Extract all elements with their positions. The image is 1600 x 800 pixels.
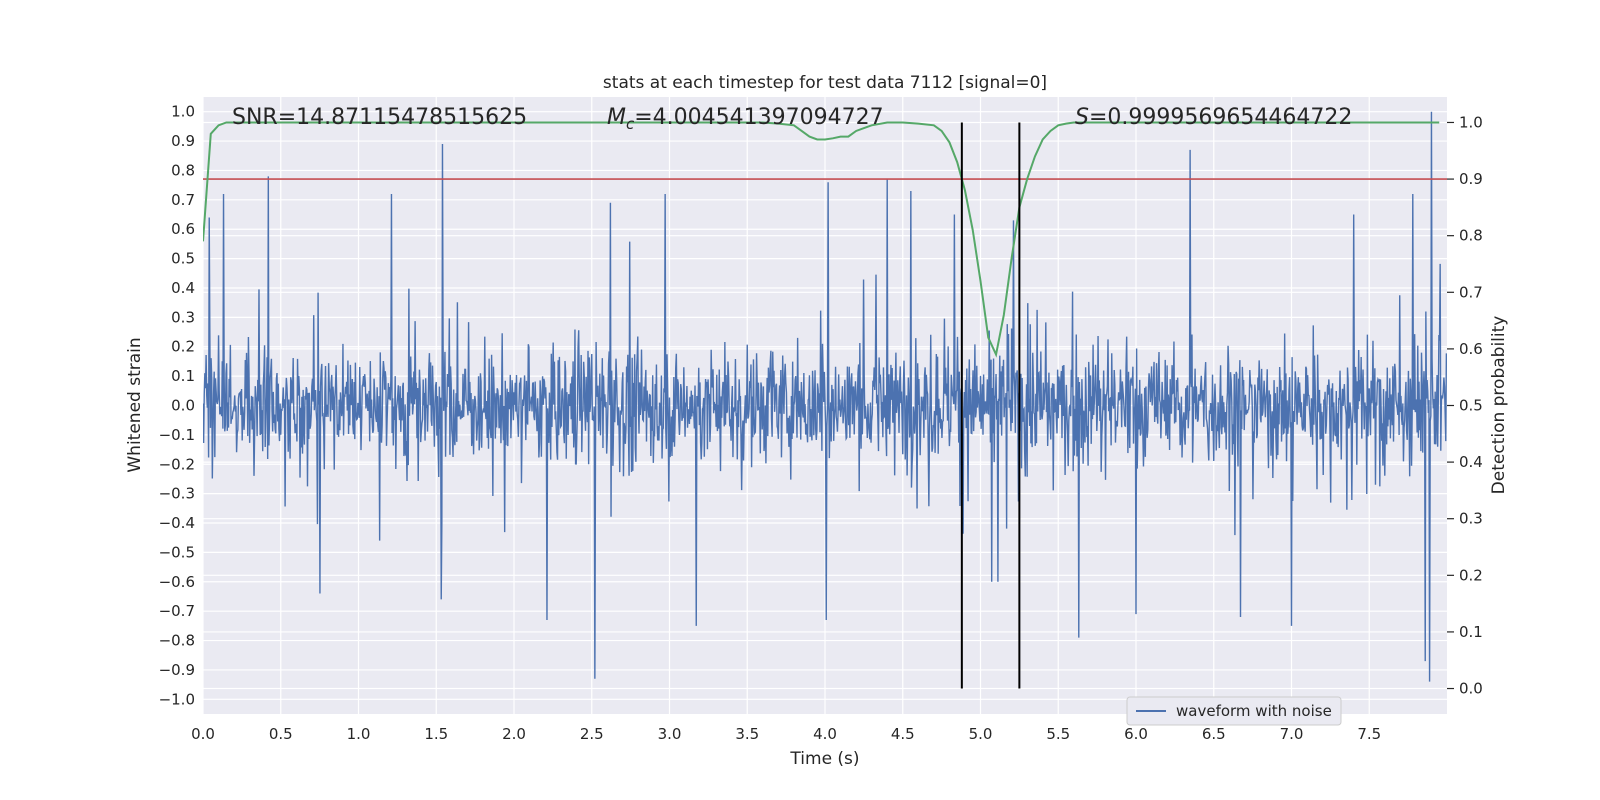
y-tick-label: 0.7 <box>171 191 195 209</box>
legend-box <box>1126 696 1342 726</box>
y-tick-label: 0.4 <box>171 279 195 297</box>
y-tick-label: 0.8 <box>171 161 195 179</box>
score-value: =0.9999569654464722 <box>1089 105 1352 130</box>
y-tick-label: 0.5 <box>171 250 195 268</box>
x-tick-label: 4.5 <box>891 725 915 743</box>
x-tick-label: 2.5 <box>580 725 604 743</box>
y-tick-label: 0.1 <box>171 367 195 385</box>
y2-tick-label: 0.2 <box>1459 566 1483 584</box>
y2-tick-label: 0.8 <box>1459 227 1483 245</box>
y2-tick-label: 0.1 <box>1459 623 1483 641</box>
chirp-mass-subscript: c <box>626 115 635 133</box>
waveform-series <box>203 111 1447 682</box>
y-tick-label: 1.0 <box>171 103 195 121</box>
legend: waveform with noise <box>1126 696 1342 726</box>
y2-tick-label: 0.6 <box>1459 340 1483 358</box>
y-tick-label: −0.7 <box>159 602 195 620</box>
y-tick-label: −0.1 <box>159 426 195 444</box>
chart-title: stats at each timestep for test data 711… <box>603 73 1047 93</box>
y2-tick-label: 0.4 <box>1459 453 1483 471</box>
y2-axis-label: Detection probability <box>1489 316 1509 495</box>
x-tick-label: 3.5 <box>735 725 759 743</box>
y-tick-label: −0.3 <box>159 485 195 503</box>
y2-tick-label: 0.3 <box>1459 510 1483 528</box>
y-tick-label: −0.5 <box>159 543 195 561</box>
y2-tick-label: 1.0 <box>1459 113 1483 131</box>
y-tick-label: 0.2 <box>171 338 195 356</box>
y-tick-label: −0.2 <box>159 455 195 473</box>
y-axis-ticks: 1.0 0.9 0.8 0.7 0.6 0.5 0.4 0.3 0.2 0.1 0.0 −0.1 −0.… <box>159 103 195 709</box>
y-tick-label: −0.8 <box>159 632 195 650</box>
x-tick-label: 0.0 <box>191 725 215 743</box>
y-tick-label: −1.0 <box>159 690 195 708</box>
chirp-mass-annotation: Mc=4.004541397094727 <box>607 105 884 133</box>
snr-annotation: SNR=14.87115478515625 <box>232 105 527 130</box>
x-tick-label: 6.5 <box>1202 725 1226 743</box>
chirp-mass-symbol: M <box>607 105 626 130</box>
score-symbol: S <box>1075 105 1089 130</box>
x-axis-label: Time (s) <box>789 749 859 769</box>
y-axis-label: Whitened strain <box>125 337 145 472</box>
y2-axis-ticks: 1.0 0.9 0.8 0.7 0.6 0.5 0.4 0.3 0.2 0.1 0.0 <box>1447 113 1483 698</box>
y-tick-label: −0.6 <box>159 573 195 591</box>
x-tick-label: 7.5 <box>1357 725 1381 743</box>
x-tick-label: 1.5 <box>424 725 448 743</box>
y-tick-label: 0.6 <box>171 220 195 238</box>
detection-probability-series <box>203 121 1440 358</box>
x-tick-label: 5.0 <box>969 725 993 743</box>
y2-tick-label: 0.9 <box>1459 170 1483 188</box>
x-axis-ticks: 0.0 0.5 1.0 1.5 2.0 2.5 3.0 3.5 4.0 4.5 5.0 5.5 6.0 6… <box>191 725 1381 743</box>
y-tick-label: −0.4 <box>159 514 195 532</box>
event-window-lines <box>960 122 1021 689</box>
x-tick-label: 0.5 <box>269 725 293 743</box>
legend-label: waveform with noise <box>1176 702 1332 720</box>
x-tick-label: 4.0 <box>813 725 837 743</box>
y-tick-label: −0.9 <box>159 661 195 679</box>
chirp-mass-value: =4.004541397094727 <box>634 105 883 130</box>
x-tick-label: 3.0 <box>658 725 682 743</box>
y2-tick-label: 0.0 <box>1459 680 1483 698</box>
x-tick-label: 1.0 <box>347 725 371 743</box>
y-tick-label: 0.3 <box>171 308 195 326</box>
x-tick-label: 5.5 <box>1046 725 1070 743</box>
x-tick-label: 6.0 <box>1124 725 1148 743</box>
y2-tick-label: 0.5 <box>1459 397 1483 415</box>
y-tick-label: 0.9 <box>171 132 195 150</box>
y-tick-label: 0.0 <box>171 397 195 415</box>
score-annotation: S=0.9999569654464722 <box>1075 105 1352 130</box>
x-tick-label: 2.0 <box>502 725 526 743</box>
y2-tick-label: 0.7 <box>1459 283 1483 301</box>
x-tick-label: 7.0 <box>1280 725 1304 743</box>
